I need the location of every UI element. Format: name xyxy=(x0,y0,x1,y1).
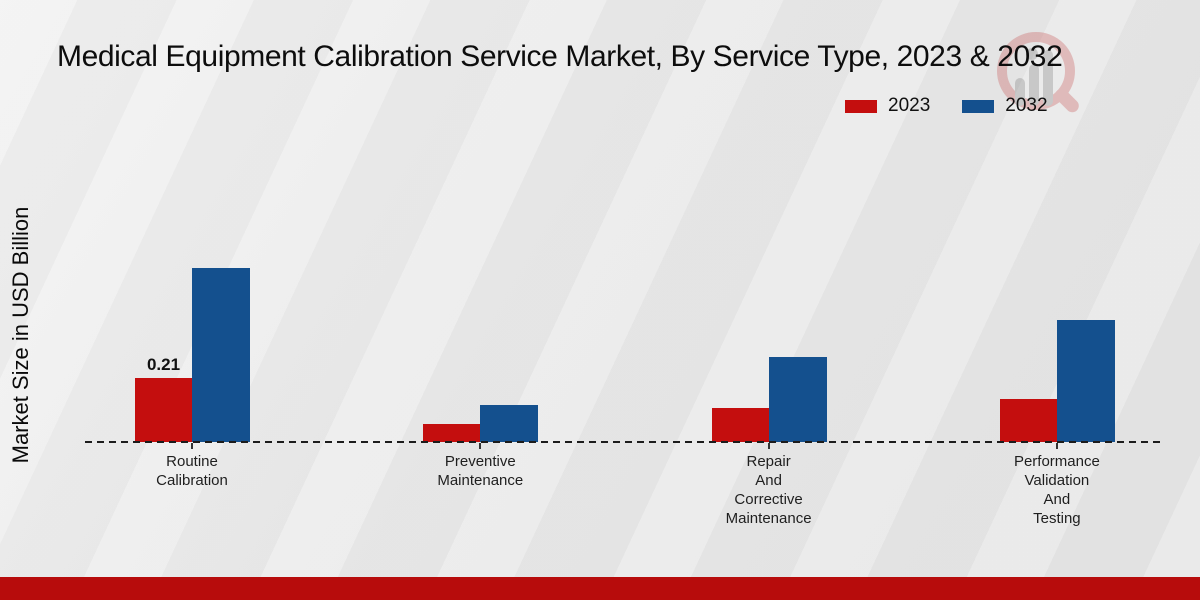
bar-2032 xyxy=(480,405,539,442)
bar-2023 xyxy=(711,408,769,442)
x-axis-tick xyxy=(479,443,482,449)
bar-2032 xyxy=(1056,320,1115,442)
market-research-future-logo-watermark xyxy=(995,26,1090,126)
category-label: Performance Validation And Testing xyxy=(1013,453,1100,527)
watermark-bar-icon xyxy=(1015,78,1025,106)
legend-label-2032: 2032 xyxy=(1005,95,1048,116)
watermark-dot-icon xyxy=(1026,48,1038,60)
bar-2023 xyxy=(999,399,1057,442)
x-axis-tick xyxy=(767,443,770,449)
chart-title: Medical Equipment Calibration Service Ma… xyxy=(57,40,1063,73)
bar-2032 xyxy=(768,357,827,442)
legend-swatch-2023 xyxy=(845,99,877,113)
legend-swatch-2032 xyxy=(962,99,995,113)
legend-item-2032: 2032 xyxy=(962,95,1048,117)
bar-2023 xyxy=(423,424,481,442)
watermark-ring xyxy=(997,32,1075,110)
category-label: Repair And Corrective Maintenance xyxy=(725,453,812,527)
bottom-red-band xyxy=(0,577,1200,600)
bar-2023 xyxy=(135,378,192,442)
bar-2032 xyxy=(192,268,250,442)
legend-item-2023: 2023 xyxy=(845,95,930,117)
x-axis-tick xyxy=(1055,443,1058,449)
x-axis-tick xyxy=(191,443,193,449)
legend-label-2023: 2023 xyxy=(888,95,931,116)
watermark-bar-icon xyxy=(1029,64,1039,106)
x-axis-baseline xyxy=(85,441,1163,443)
category-label: Preventive Maintenance xyxy=(437,453,524,489)
bar-value-label: 0.21 xyxy=(146,355,181,374)
category-label: Routine Calibration xyxy=(156,453,228,489)
legend: 2023 2032 xyxy=(845,95,1048,117)
watermark-bar-icon xyxy=(1043,50,1053,106)
